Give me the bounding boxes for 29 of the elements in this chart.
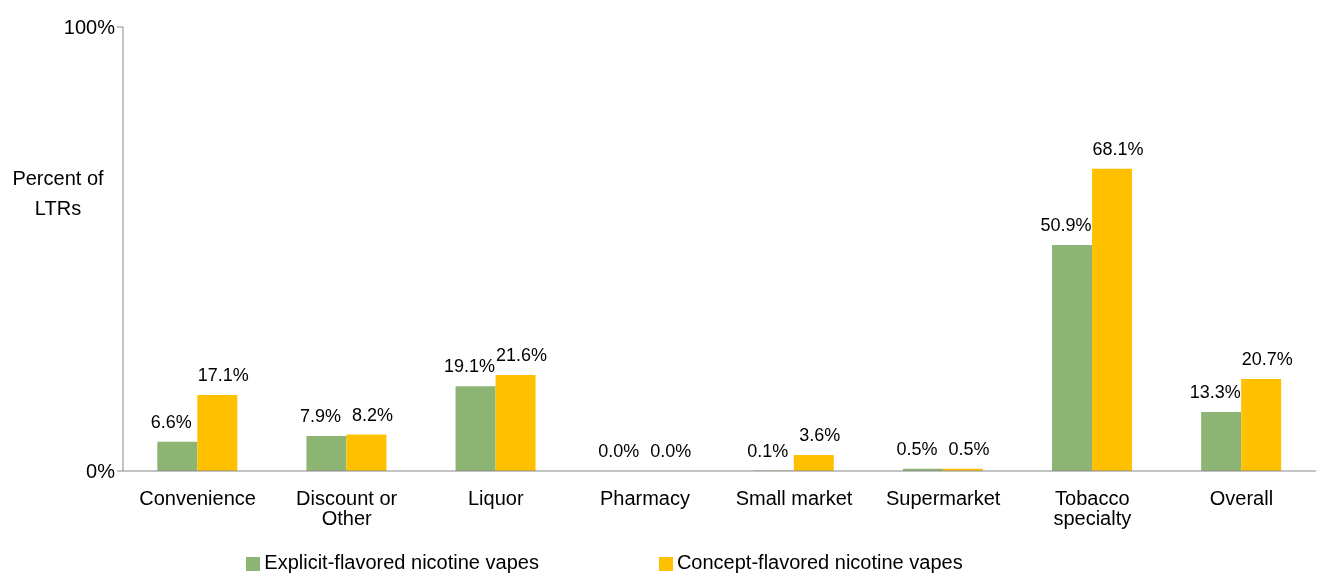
- data-label: 20.7%: [1241, 349, 1293, 370]
- data-label: 50.9%: [1040, 215, 1092, 235]
- x-tick-label: Tobacco specialty: [1053, 487, 1132, 530]
- data-label: 0.5%: [948, 438, 990, 459]
- y-axis-title: Percent of LTRs: [11, 166, 105, 221]
- y-tick-label: 100%: [63, 16, 116, 39]
- data-label: 21.6%: [496, 345, 548, 366]
- x-tick-label: Small market: [735, 487, 853, 510]
- data-label: 19.1%: [444, 356, 496, 377]
- y-tick-label: 0%: [86, 460, 116, 483]
- data-label: 8.2%: [351, 404, 393, 425]
- x-tick-label: Overall: [1209, 487, 1274, 510]
- legend-label: Explicit-flavored nicotine vapes: [264, 551, 539, 573]
- x-tick-label: Supermarket: [885, 487, 1001, 510]
- data-label: 0.5%: [896, 438, 938, 459]
- data-label: 17.1%: [197, 365, 249, 386]
- x-tick-label: Pharmacy: [599, 487, 690, 510]
- data-label: 0.0%: [650, 440, 692, 461]
- data-label: 68.1%: [1092, 138, 1144, 159]
- x-tick-label: Discount or Other: [296, 487, 398, 530]
- data-label: 13.3%: [1189, 381, 1241, 402]
- legend-label: Concept-flavored nicotine vapes: [676, 551, 963, 573]
- x-tick-label: Liquor: [468, 487, 524, 510]
- x-tick-label: Convenience: [139, 487, 256, 510]
- data-label: 7.9%: [299, 405, 341, 426]
- data-label: 3.6%: [799, 425, 841, 446]
- data-label: 0.0%: [598, 440, 640, 461]
- data-label: 0.1%: [747, 440, 789, 461]
- data-label: 6.6%: [150, 411, 192, 432]
